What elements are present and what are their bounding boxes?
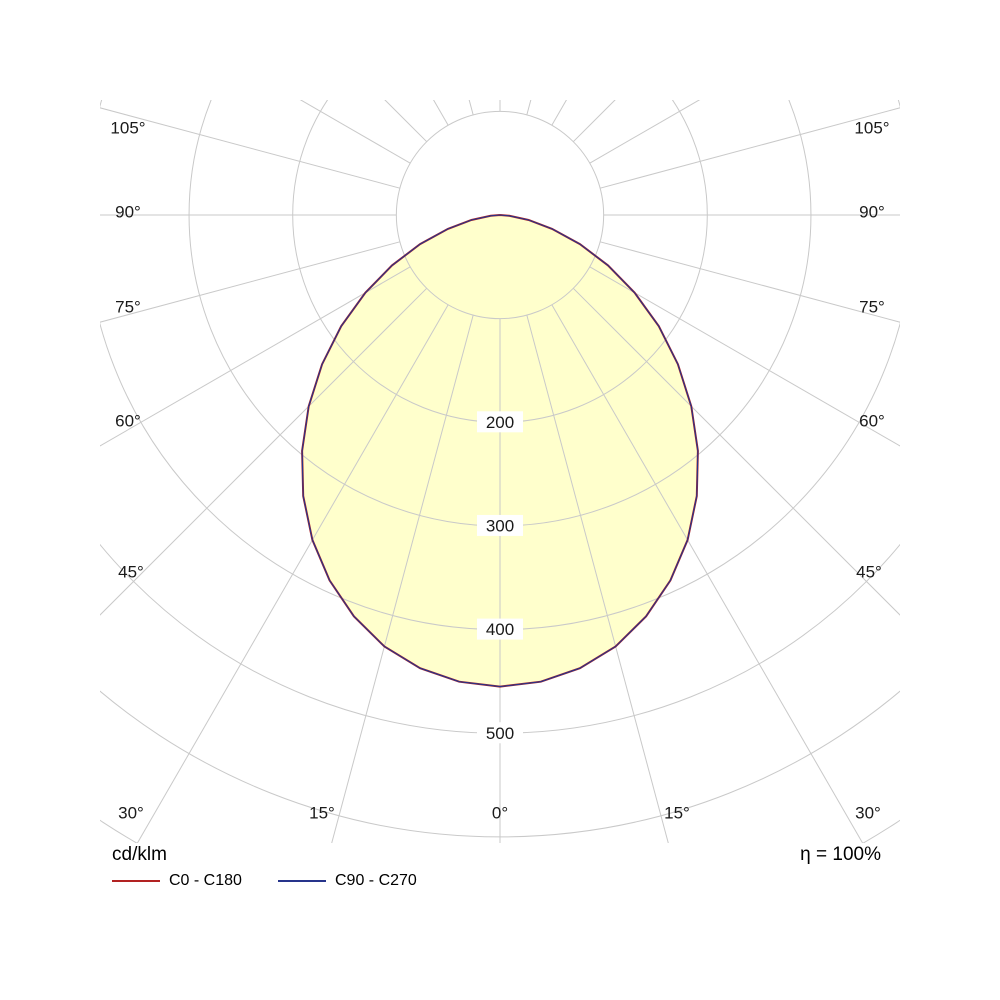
ring-label-box-200 <box>477 411 523 433</box>
angle-tick-9: 30° <box>855 804 881 823</box>
grid-radial-30 <box>551 304 864 843</box>
ring-label-300: 300 <box>486 516 514 535</box>
grid-radial-330 <box>136 304 449 843</box>
grid-radial-60 <box>589 266 900 447</box>
ring-label-400: 400 <box>486 620 514 639</box>
angle-tick-6: 15° <box>309 804 335 823</box>
grid-radial-135 <box>572 100 616 143</box>
angle-tick-1: 90° <box>115 203 141 222</box>
grid-radial-75 <box>599 241 900 323</box>
grid-radial-225 <box>384 100 428 143</box>
angle-tick-11: 60° <box>859 412 885 431</box>
angle-tick-8: 15° <box>664 804 690 823</box>
angle-tick-7: 0° <box>492 804 508 823</box>
grid-radial-150 <box>551 100 567 126</box>
grid-radial-315 <box>100 287 428 616</box>
grid-radial-15 <box>526 314 669 843</box>
angle-tick-5: 30° <box>118 804 144 823</box>
angle-tick-3: 60° <box>115 412 141 431</box>
grid-radial-210 <box>433 100 449 126</box>
c90-c270-line-swatch <box>278 880 326 882</box>
curve-C90-C270 <box>301 214 699 688</box>
grid-radial-240 <box>299 100 411 164</box>
ring-label-200: 200 <box>486 413 514 432</box>
angle-tick-4: 45° <box>118 563 144 582</box>
ring-label-box-500 <box>477 722 523 744</box>
grid-radial-255 <box>100 107 401 189</box>
ring-value-labels: 200 300 400 500 <box>477 411 523 744</box>
legend-item-c0: C0 - C180 <box>112 872 242 890</box>
angle-tick-labels: 105° 90° 75° 60° 45° 30° 15° 0° 15° 30° 45° 60° 75° 9… <box>110 119 889 823</box>
c0-c180-label: C0 - C180 <box>169 872 242 889</box>
c0-c180-line-swatch <box>112 880 160 882</box>
grid-radial-195 <box>468 100 474 116</box>
grid-radial-165 <box>526 100 532 116</box>
legend-item-c90: C90 - C270 <box>278 872 417 890</box>
angle-tick-2: 75° <box>115 298 141 317</box>
angle-tick-14: 105° <box>854 119 889 138</box>
ring-label-box-300 <box>477 514 523 536</box>
grid-radial-45 <box>572 287 900 616</box>
angle-tick-13: 90° <box>859 203 885 222</box>
unit-label: cd/klm <box>112 844 167 865</box>
grid-radial-105 <box>599 107 900 189</box>
grid-radial-285 <box>100 241 401 323</box>
angle-tick-12: 75° <box>859 298 885 317</box>
ring-label-500: 500 <box>486 724 514 743</box>
grid-radial-300 <box>100 266 411 447</box>
efficiency-label: η = 100% <box>800 844 881 865</box>
c90-c270-label: C90 - C270 <box>335 872 417 889</box>
angle-tick-0: 105° <box>110 119 145 138</box>
grid-radial-120 <box>589 100 701 164</box>
ring-label-box-400 <box>477 618 523 640</box>
grid-radial-345 <box>331 314 474 843</box>
angle-tick-10: 45° <box>856 563 882 582</box>
